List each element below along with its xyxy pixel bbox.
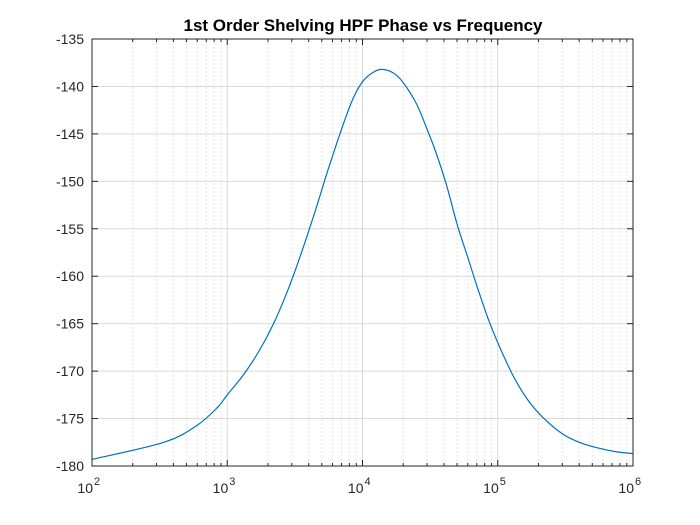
y-tick-label: -170 — [56, 363, 84, 379]
x-tick-label: 10 2 — [77, 476, 100, 496]
x-tick-base: 10 — [348, 480, 364, 496]
phase-series-line — [91, 68, 634, 460]
y-tick-label: -150 — [56, 173, 84, 189]
x-tick-label: 10 5 — [483, 476, 506, 496]
major-grid — [92, 39, 633, 466]
y-tick-label: -140 — [56, 78, 84, 94]
series-layer — [91, 68, 634, 460]
x-tick-exponent: 4 — [365, 476, 371, 488]
x-tick-labels: 10 2 10 3 10 4 10 5 10 6 — [77, 476, 641, 496]
x-tick-base: 10 — [618, 480, 634, 496]
y-tick-label: -160 — [56, 268, 84, 284]
x-tick-label: 10 4 — [348, 476, 371, 496]
x-tick-exponent: 3 — [229, 476, 235, 488]
x-tick-label: 10 6 — [618, 476, 641, 496]
x-tick-exponent: 5 — [500, 476, 506, 488]
tick-marks — [91, 38, 634, 467]
y-tick-labels: -135 -140 -145 -150 -155 -160 -165 -170 -175 -180 — [56, 31, 84, 474]
y-tick-label: -145 — [56, 126, 84, 142]
y-tick-label: -175 — [56, 411, 84, 427]
x-tick-exponent: 2 — [94, 476, 100, 488]
chart-title: 1st Order Shelving HPF Phase vs Frequenc… — [183, 16, 543, 35]
x-tick-base: 10 — [483, 480, 499, 496]
x-tick-base: 10 — [213, 480, 229, 496]
x-tick-base: 10 — [77, 480, 93, 496]
x-tick-label: 10 3 — [213, 476, 236, 496]
y-tick-label: -155 — [56, 221, 84, 237]
x-tick-exponent: 6 — [635, 476, 641, 488]
y-tick-label: -165 — [56, 316, 84, 332]
y-tick-label: -135 — [56, 31, 84, 47]
y-tick-label: -180 — [56, 458, 84, 474]
